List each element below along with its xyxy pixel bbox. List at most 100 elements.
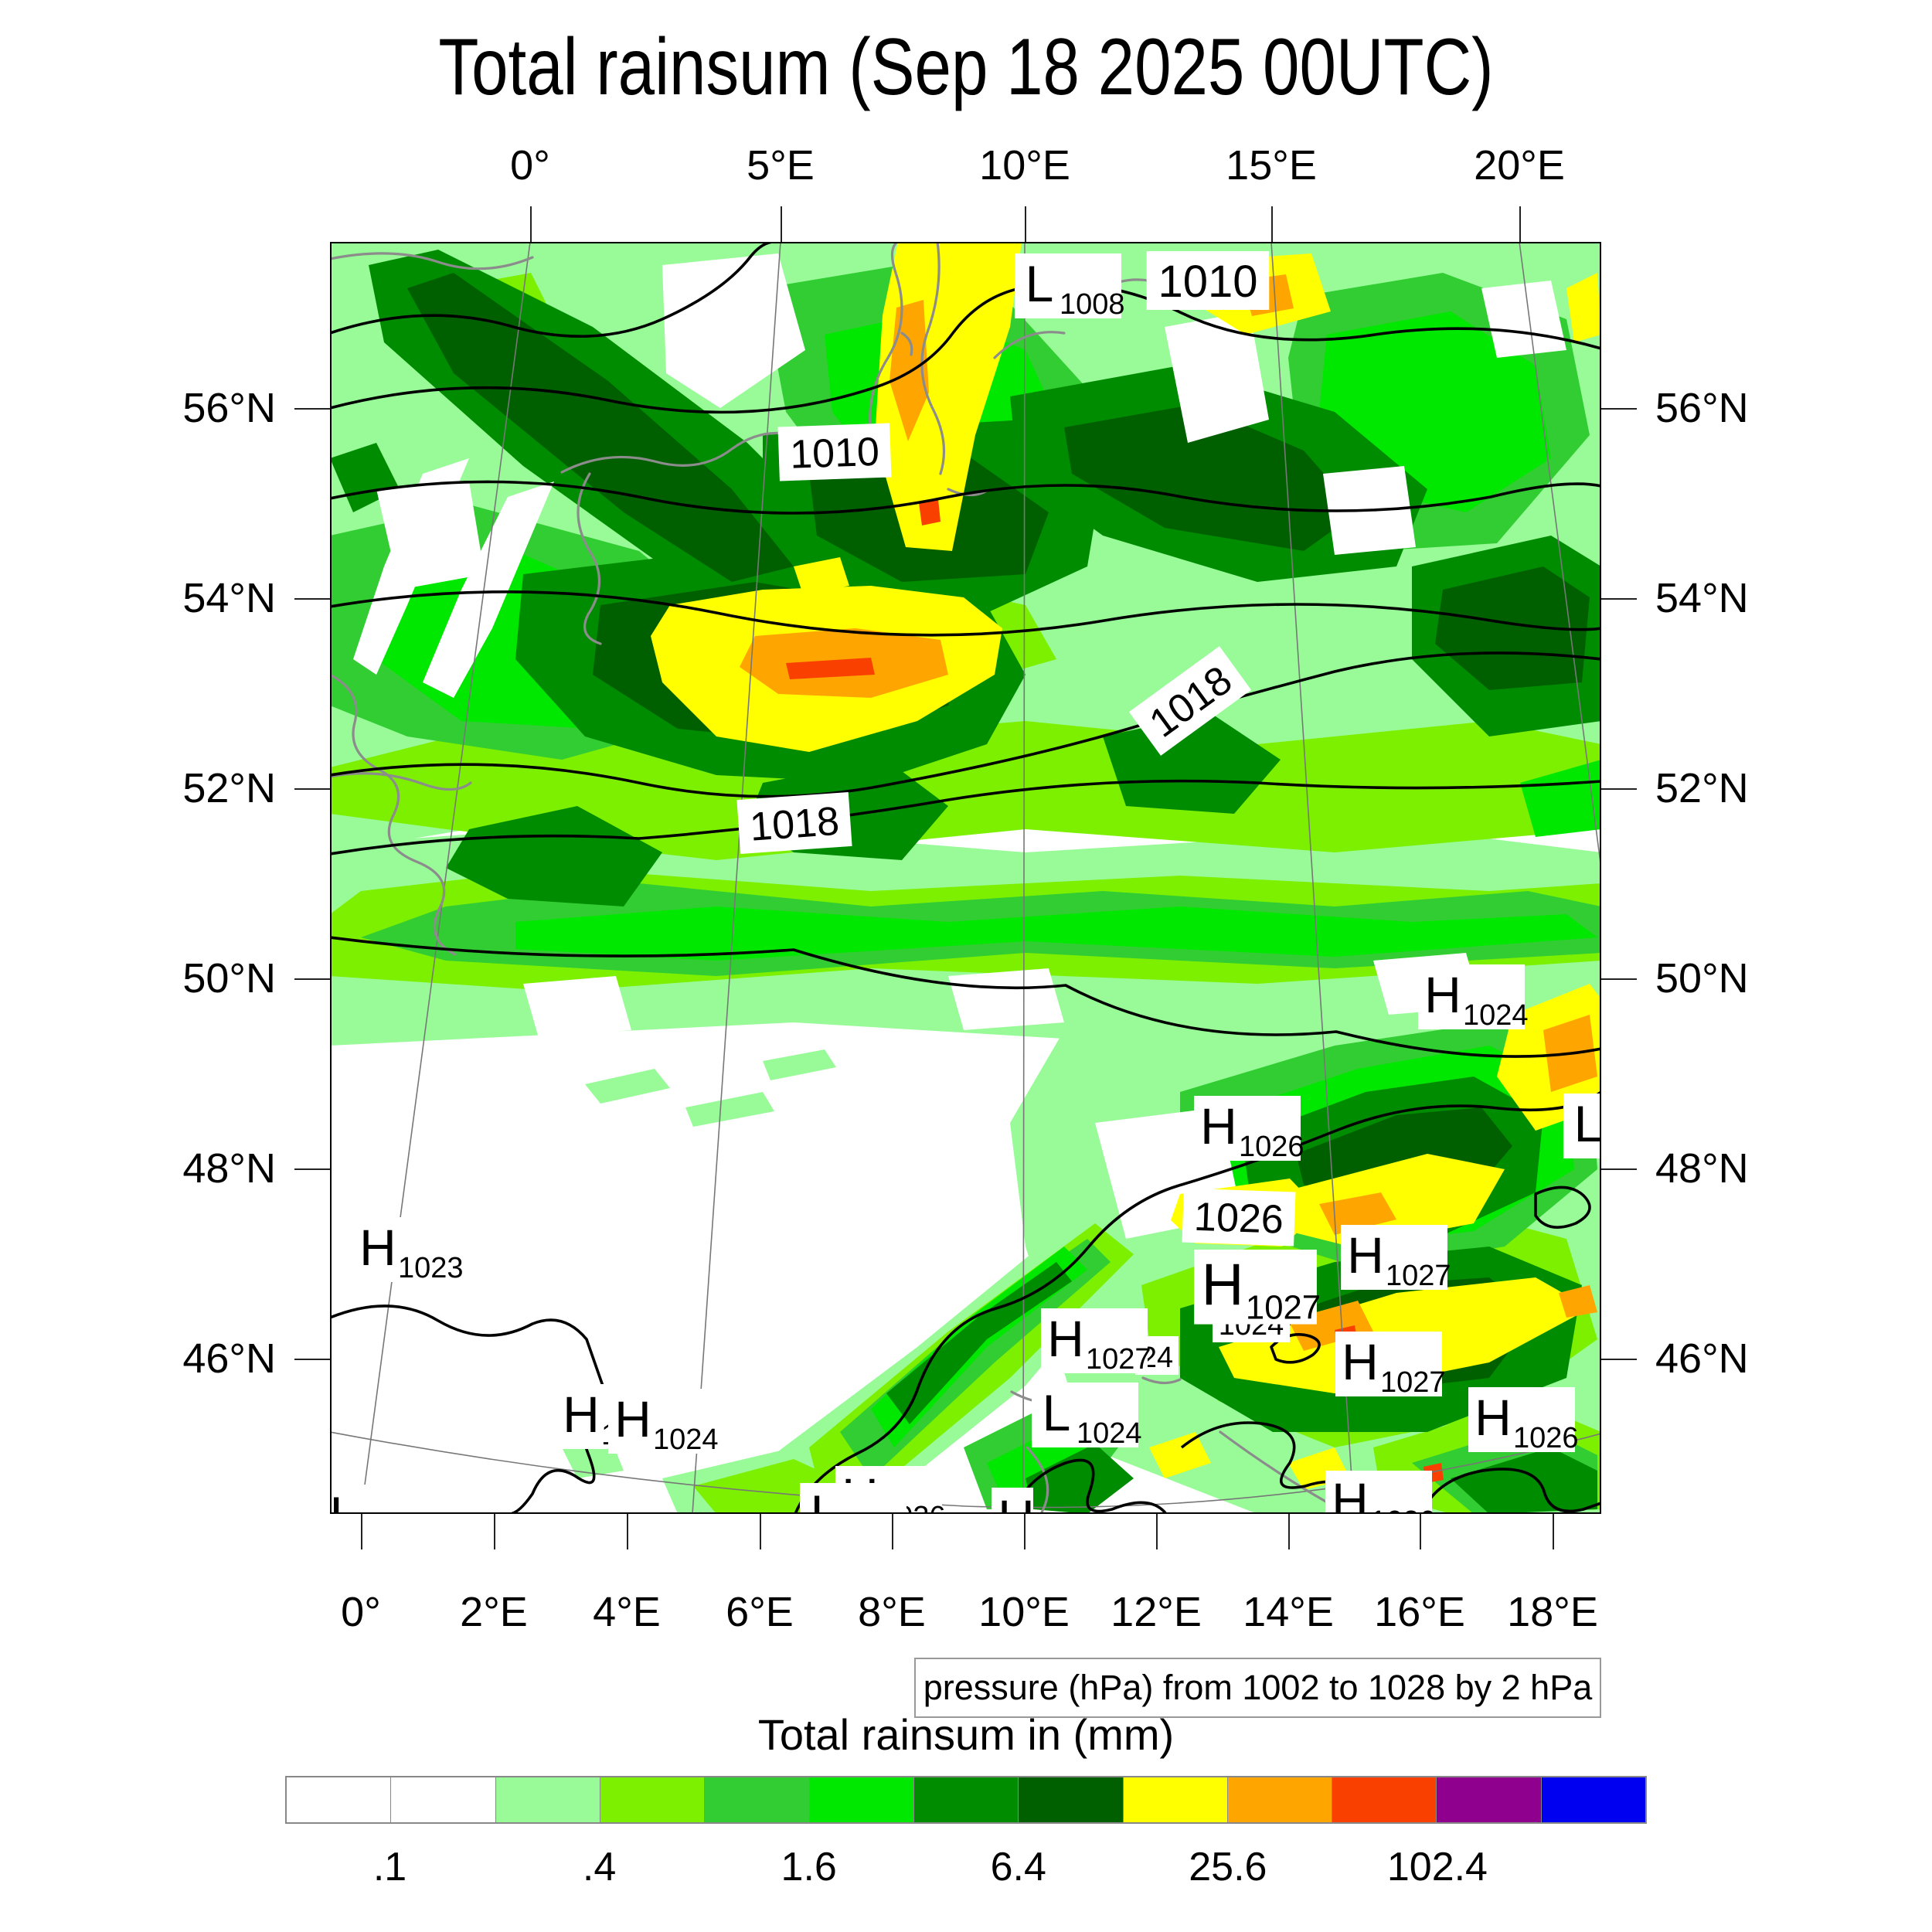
pressure-center-value: 1027 (1086, 1343, 1151, 1376)
colorbar (285, 1776, 1647, 1824)
colorbar-tick-label: .1 (372, 1845, 407, 1889)
low-pressure-letter: L (330, 1486, 358, 1514)
pressure-center-box (1418, 964, 1525, 1029)
pressure-center-marker: L 1008 (1015, 253, 1125, 321)
isobar-label-text: 1026 (1193, 1195, 1284, 1243)
rain-blob (1149, 1432, 1211, 1478)
coastline (869, 242, 903, 446)
pressure-center-value: 1008 (1060, 288, 1125, 321)
top-axis-tick (530, 206, 532, 242)
isobar-contour (330, 779, 1601, 855)
pressure-center-box (353, 1217, 460, 1282)
rain-blob (407, 273, 794, 582)
rain-blob (1103, 713, 1281, 814)
pressure-legend-text: pressure (hPa) from 1002 to 1028 by 2 hP… (923, 1668, 1593, 1707)
pressure-center-value: 1023 (398, 1252, 464, 1284)
rain-blob (446, 806, 662, 906)
right-axis-tick (1601, 598, 1637, 600)
low-pressure-letter: L (1574, 1095, 1601, 1152)
high-pressure-letter: H (1347, 1226, 1384, 1284)
bottom-axis-tick (627, 1514, 628, 1549)
top-axis-tick (1271, 206, 1273, 242)
graticule-meridian (1022, 242, 1026, 1514)
bottom-axis-label: 6°E (726, 1589, 794, 1635)
bottom-axis-tick (1024, 1514, 1026, 1549)
colorbar-cell (391, 1777, 496, 1822)
bottom-axis-tick (1288, 1514, 1290, 1549)
isobar-contour (1420, 1468, 1601, 1514)
left-axis-label: 54°N (182, 575, 276, 621)
pressure-center-value: 1027 (1380, 1366, 1446, 1399)
bottom-axis-label: 16°E (1374, 1589, 1465, 1635)
map-canvas: 1010 1010 1018 1018 1026 24 1024 L 1008 H 1024 H 102… (330, 242, 1601, 1514)
isobar-contour (330, 651, 1601, 798)
high-pressure-letter: H (1200, 1097, 1237, 1155)
pressure-center-box (1015, 253, 1121, 318)
low-pressure-letter: L (811, 1485, 839, 1514)
rain-blob (685, 1092, 774, 1127)
right-axis-label: 52°N (1655, 765, 1749, 811)
isobar-label-box (1128, 646, 1252, 756)
right-axis-label: 54°N (1655, 575, 1749, 621)
colorbar-tick-label: 102.4 (1386, 1845, 1488, 1889)
top-axis-tick (1025, 206, 1026, 242)
isobar-label-group: 1026 (1182, 1188, 1296, 1247)
isobar-contour (330, 242, 775, 338)
rain-blob (1319, 1192, 1396, 1235)
isobar-label-text: 1018 (748, 799, 840, 850)
colorbar-tick-label: 1.6 (781, 1845, 837, 1889)
pressure-center-marker: H 1024 (1418, 964, 1529, 1032)
rain-blob (1451, 1447, 1597, 1514)
colorbar-cell (1123, 1777, 1228, 1822)
pressure-center-marker: H 1027 (1041, 1308, 1151, 1376)
isobar-contour (1534, 1185, 1591, 1229)
left-axis-label: 52°N (182, 765, 276, 811)
bottom-axis-tick (1420, 1514, 1421, 1549)
colorbar-cell (705, 1777, 810, 1822)
left-axis-tick (294, 408, 330, 410)
pressure-center-marker: H 1027 (1335, 1332, 1446, 1399)
pressure-center-value: 1024 (1077, 1417, 1142, 1450)
left-axis-tick (294, 1359, 330, 1360)
pressure-center-marker: H 1027 (1341, 1225, 1451, 1292)
bottom-axis-label: 12°E (1111, 1589, 1202, 1635)
bottom-axis-label: 10°E (978, 1589, 1070, 1635)
rain-blob (886, 1262, 1072, 1424)
right-axis-tick (1601, 978, 1637, 980)
colorbar-tick-label: 25.6 (1189, 1845, 1267, 1889)
isobar-contour (794, 1090, 1601, 1514)
high-pressure-letter: H (1047, 1310, 1084, 1367)
graticule-meridian (1270, 242, 1355, 1514)
pressure-center-box (992, 1488, 1033, 1514)
left-axis-label: 46°N (182, 1335, 276, 1382)
bottom-axis-tick (361, 1514, 362, 1549)
rain-blob (919, 499, 940, 526)
high-pressure-letter: H (998, 1489, 1035, 1514)
rain-blob (1064, 404, 1358, 551)
pressure-center-value: 1026 (1513, 1422, 1579, 1454)
top-axis-tick (781, 206, 782, 242)
isobar-label-box (1146, 251, 1270, 310)
rain-blob (763, 1049, 836, 1080)
rain-blob (523, 976, 631, 1038)
high-pressure-letter: H (1202, 1252, 1244, 1318)
pressure-center-marker: L (1563, 1094, 1601, 1158)
pressure-center-marker: H 1024 (608, 1389, 719, 1456)
pressure-center-box (1325, 1471, 1432, 1514)
isobar-contour (330, 590, 1601, 637)
isobar-label-text: 1010 (1158, 257, 1257, 307)
bottom-axis-label: 18°E (1507, 1589, 1598, 1635)
bottom-axis-label: 0° (341, 1589, 381, 1635)
low-pressure-letter: L (1043, 1384, 1071, 1441)
coastline (1026, 1446, 1052, 1514)
high-pressure-letter: H (1424, 966, 1461, 1023)
rain-blob (1481, 281, 1566, 358)
pressure-center-marker: H (992, 1488, 1035, 1514)
rain-blob (662, 253, 805, 408)
isobar-label-text: 1010 (789, 430, 880, 478)
colorbar-cell (1437, 1777, 1542, 1822)
colorbar-tick-label: .4 (582, 1845, 617, 1889)
right-axis-tick (1601, 788, 1637, 790)
